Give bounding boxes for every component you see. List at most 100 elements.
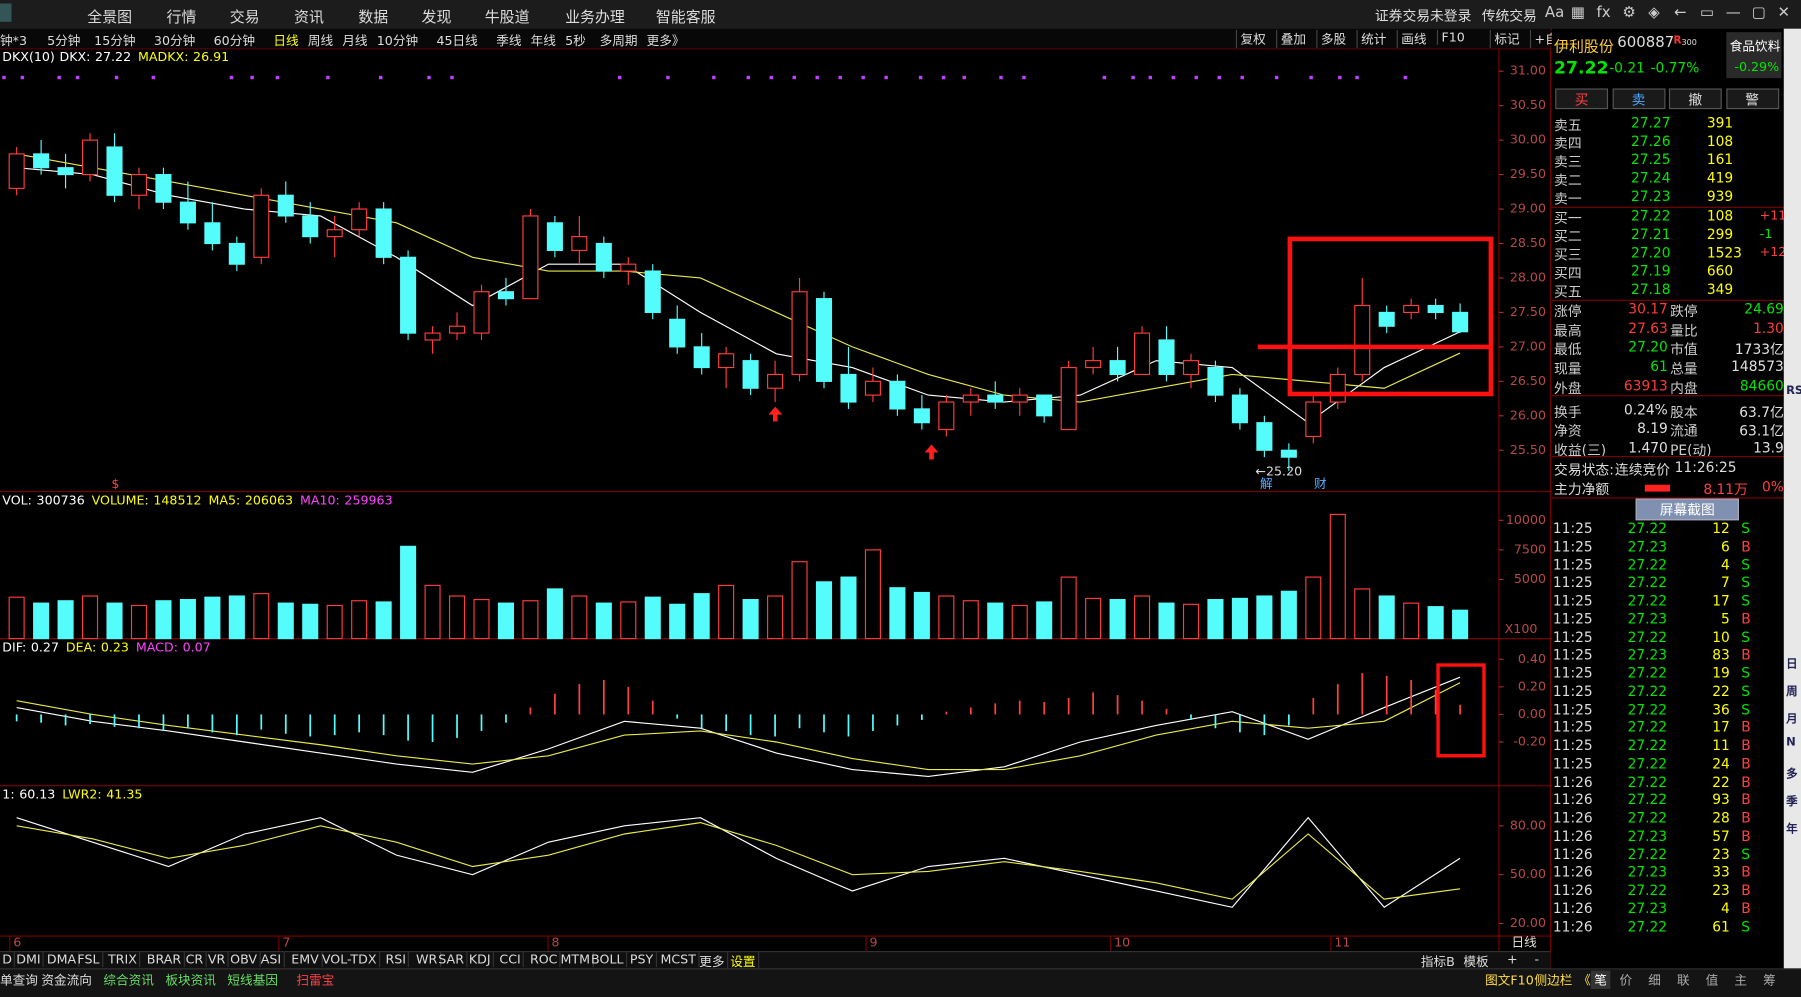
tool-button[interactable]: 标记 <box>1489 29 1523 49</box>
trade-button[interactable]: 卖 <box>1612 88 1665 110</box>
indicator-right[interactable]: 指标B <box>1420 954 1455 970</box>
status-right[interactable]: 侧边栏 <box>1534 972 1573 988</box>
menu-item[interactable]: 资讯 <box>294 9 324 27</box>
indicator-tab[interactable]: FSL <box>75 952 103 968</box>
period-tab[interactable]: 周线 <box>307 33 334 49</box>
tool-button[interactable]: F10 <box>1436 29 1468 45</box>
period-tab[interactable]: 30分钟 <box>153 33 196 49</box>
indicator-tab[interactable]: D <box>0 952 16 968</box>
indicator-tab[interactable]: MCST <box>658 952 700 968</box>
tool-button[interactable]: 复权 <box>1235 29 1269 49</box>
window-icon[interactable]: ▦ <box>1570 4 1585 22</box>
indicator-tab[interactable]: CCI <box>497 952 525 968</box>
sidebar-item[interactable]: RS <box>1786 384 1801 398</box>
sidebar-item[interactable]: 多 <box>1786 768 1798 782</box>
period-tab[interactable]: 10分钟 <box>376 33 419 49</box>
indicator-tab[interactable]: ASI <box>258 952 285 968</box>
indicator-tab[interactable]: BRAR <box>144 952 185 968</box>
sidebar-item[interactable]: 季 <box>1786 795 1798 809</box>
tool-button[interactable]: 叠加 <box>1276 29 1309 49</box>
menu-item[interactable]: 数据 <box>358 9 389 27</box>
indicator-tab[interactable]: EMV <box>289 952 323 968</box>
trade-button[interactable]: 买 <box>1555 88 1609 110</box>
tool-button[interactable]: 画线 <box>1396 29 1430 49</box>
trade-button[interactable]: 警 <box>1725 88 1779 110</box>
menu-item[interactable]: 业务办理 <box>565 9 625 27</box>
period-tab[interactable]: 季线 <box>496 33 522 49</box>
indicator-tab[interactable]: DMA <box>45 952 80 968</box>
indicator-tab[interactable]: OBV <box>228 952 261 968</box>
sidebar-item[interactable]: 月 <box>1786 713 1798 726</box>
menu-item[interactable]: 发现 <box>421 9 452 27</box>
tool-button[interactable]: 多股 <box>1316 29 1349 49</box>
quote-tab[interactable]: 联 <box>1676 972 1690 988</box>
indicator-tab[interactable]: 更多 <box>697 952 728 971</box>
indicator-tab[interactable]: 设置 <box>728 952 759 971</box>
period-tab[interactable]: 5分钟 <box>47 33 81 49</box>
status-item[interactable]: 综合资讯 <box>103 972 154 988</box>
quote-tab[interactable]: 值 <box>1705 972 1719 988</box>
indicator-tab[interactable]: SAR <box>436 952 468 968</box>
quote-tab[interactable]: 主 <box>1734 972 1748 988</box>
period-tab[interactable]: 月线 <box>342 33 368 49</box>
menu-item[interactable]: 牛股道 <box>484 9 530 27</box>
menu-item[interactable]: 行情 <box>166 9 197 27</box>
indicator-right[interactable]: 模板 <box>1463 954 1489 970</box>
status-right[interactable]: 图文F10 <box>1485 972 1534 988</box>
indicator-tab[interactable]: KDJ <box>467 952 495 968</box>
indicator-tab[interactable]: VR <box>206 952 229 968</box>
window-icon[interactable]: — <box>1725 4 1741 22</box>
period-tab[interactable]: 钟*3 <box>0 33 27 49</box>
sidebar-item[interactable]: N <box>1786 736 1796 749</box>
indicator-tab[interactable]: TRIX <box>106 952 141 968</box>
period-tab[interactable]: 日线 <box>273 33 299 49</box>
indicator-tab[interactable]: PSY <box>628 952 657 968</box>
window-icon[interactable]: ⚙ <box>1622 4 1636 22</box>
menu-item[interactable]: 交易 <box>229 9 260 27</box>
window-icon[interactable]: ▢ <box>1751 4 1766 22</box>
window-icon[interactable]: ← <box>1674 4 1687 22</box>
status-item[interactable]: 扫雷宝 <box>296 972 335 988</box>
status-item[interactable]: 资金流向 <box>41 972 92 988</box>
trade-button[interactable]: 撤 <box>1668 88 1722 110</box>
period-tab[interactable]: 5秒 <box>565 33 586 49</box>
indicator-tab[interactable]: MTM <box>558 952 594 968</box>
indicator-tab[interactable]: CR <box>183 952 207 968</box>
window-icon[interactable]: ▭ <box>1699 4 1715 22</box>
signal-dot <box>617 75 622 80</box>
indicator-tab[interactable]: ROC <box>528 952 561 968</box>
indicator-tab[interactable]: DMI <box>14 952 45 968</box>
sidebar-item[interactable]: 日 <box>1786 658 1798 671</box>
indicator-right[interactable]: + <box>1506 952 1518 968</box>
indicator-right[interactable]: - <box>1534 952 1540 968</box>
tool-button[interactable]: 统计 <box>1356 29 1389 49</box>
menu-right-item[interactable]: 传统交易 <box>1481 8 1537 25</box>
status-item[interactable]: 单查询 <box>0 972 38 988</box>
window-icon[interactable]: ◈ <box>1648 4 1660 22</box>
status-item[interactable]: 短线基因 <box>227 972 278 988</box>
status-right[interactable]: 《 <box>1578 972 1591 988</box>
indicator-tab[interactable]: BOLL <box>589 952 627 968</box>
quote-tab[interactable]: 细 <box>1648 972 1661 988</box>
window-icon[interactable]: ✕ <box>1777 4 1790 22</box>
period-tab[interactable]: 更多》 <box>646 33 685 49</box>
period-tab[interactable]: 15分钟 <box>94 33 136 49</box>
sidebar-item[interactable]: 年 <box>1786 823 1798 837</box>
indicator-tab[interactable]: RSI <box>383 952 410 968</box>
menu-item[interactable]: 全景图 <box>87 9 133 27</box>
status-item[interactable]: 板块资讯 <box>165 972 216 988</box>
period-tab[interactable]: 多周期 <box>599 33 638 49</box>
menu-right-item[interactable]: 证券交易未登录 <box>1374 8 1472 25</box>
period-tab[interactable]: 60分钟 <box>213 33 255 49</box>
window-icon[interactable]: Aa <box>1544 4 1565 22</box>
window-icon[interactable]: fx <box>1596 4 1611 22</box>
quote-tab[interactable]: 筹 <box>1763 972 1776 988</box>
menu-item[interactable]: 智能客服 <box>655 9 716 27</box>
period-tab[interactable]: 年线 <box>530 33 556 49</box>
quote-tab[interactable]: 价 <box>1619 972 1633 988</box>
period-tab[interactable]: 45日线 <box>436 33 478 49</box>
sidebar-item[interactable]: 周 <box>1786 685 1798 699</box>
indicator-tab[interactable]: WR <box>414 952 441 968</box>
indicator-tab[interactable]: VOL-TDX <box>320 952 380 968</box>
quote-tab[interactable]: 笔 <box>1590 970 1611 989</box>
